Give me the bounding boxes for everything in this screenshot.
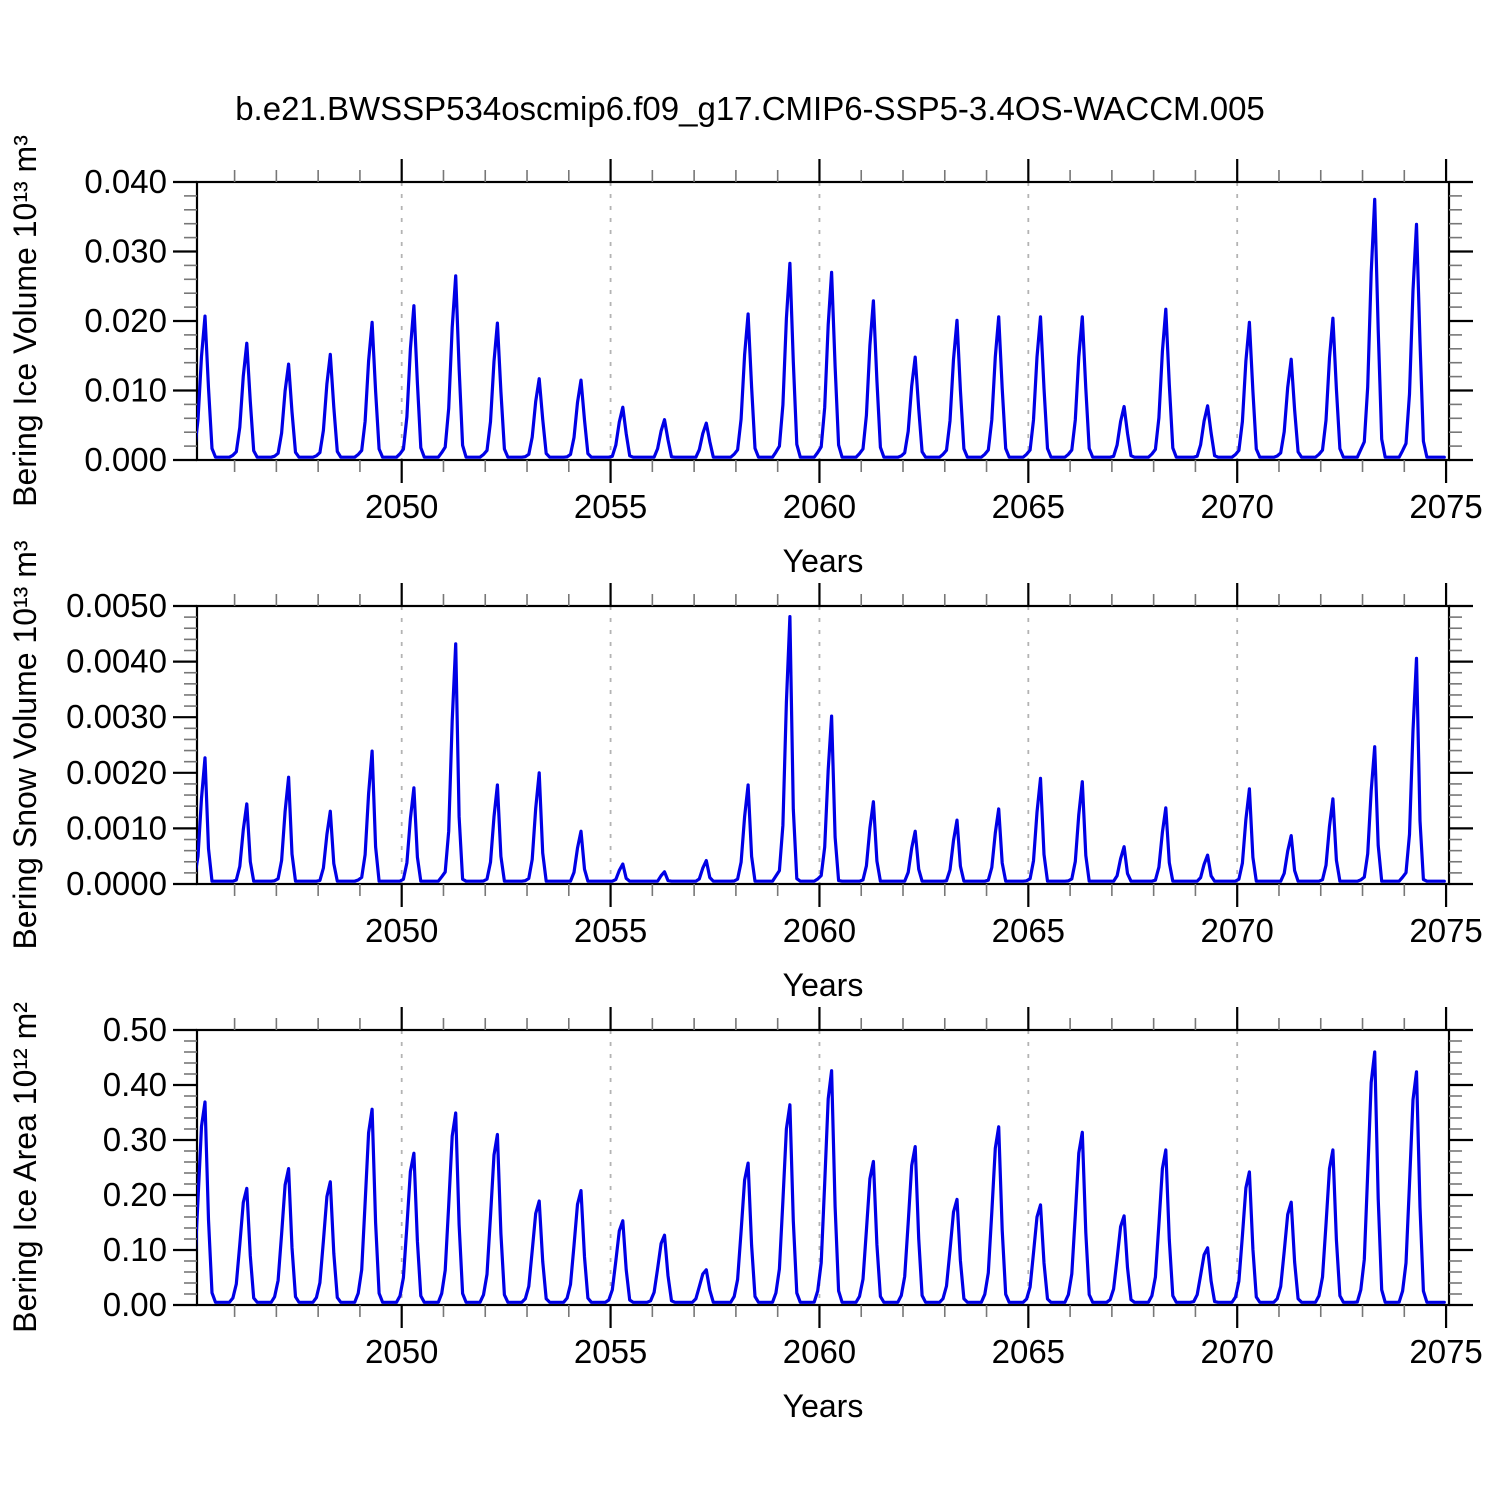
panel-2: 0.0000 0.0010 0.0020 0.0030 0.0040 0.0050 2050… xyxy=(7,540,1483,1003)
x-tick-label: 2050 xyxy=(365,912,438,949)
y-tick-label: 0.0020 xyxy=(66,754,167,791)
y-axis-title: Bering Ice Area 10¹² m² xyxy=(7,1002,43,1333)
x-tick-label: 2050 xyxy=(365,488,438,525)
x-tick-label: 2050 xyxy=(365,1333,438,1370)
y-tick-label: 0.0030 xyxy=(66,698,167,735)
y-tick-label: 0.30 xyxy=(103,1121,167,1158)
x-tick-label: 2060 xyxy=(783,912,856,949)
x-tick-label: 2065 xyxy=(992,1333,1065,1370)
y-tick-label: 0.030 xyxy=(84,233,167,270)
panel-1: 0.000 0.010 0.020 0.030 0.040 2050 2055 2060 206… xyxy=(7,135,1483,579)
x-tick-label: 2075 xyxy=(1409,488,1482,525)
y-tick-label: 0.040 xyxy=(84,163,167,200)
data-line-bering-ice-area xyxy=(197,1050,1446,1304)
x-tick-label: 2075 xyxy=(1409,912,1482,949)
data-line-bering-ice-volume xyxy=(197,197,1446,459)
x-tick-label: 2065 xyxy=(992,488,1065,525)
y-tick-label: 0.010 xyxy=(84,372,167,409)
x-tick-label: 2070 xyxy=(1200,1333,1273,1370)
x-tick-label: 2055 xyxy=(574,912,647,949)
y-tick-label: 0.20 xyxy=(103,1176,167,1213)
x-axis-title: Years xyxy=(783,1388,864,1424)
x-tick-label: 2055 xyxy=(574,488,647,525)
x-tick-label: 2060 xyxy=(783,488,856,525)
x-tick-label: 2070 xyxy=(1200,488,1273,525)
axis-frame xyxy=(195,1028,1451,1307)
x-tick-label: 2055 xyxy=(574,1333,647,1370)
chart-title: b.e21.BWSSP534oscmip6.f09_g17.CMIP6-SSP5… xyxy=(235,90,1265,127)
x-axis-title: Years xyxy=(783,543,864,579)
y-tick-label: 0.0000 xyxy=(66,865,167,902)
panel-3: 0.00 0.10 0.20 0.30 0.40 0.50 2050 2055 2060 2065… xyxy=(7,1002,1483,1424)
y-tick-label: 0.0050 xyxy=(66,587,167,624)
y-tick-label: 0.40 xyxy=(103,1066,167,1103)
y-tick-label: 0.020 xyxy=(84,302,167,339)
x-tick-label: 2070 xyxy=(1200,912,1273,949)
y-tick-label: 0.50 xyxy=(103,1011,167,1048)
y-axis-title: Bering Snow Volume 10¹³ m³ xyxy=(7,540,43,949)
y-tick-label: 0.0040 xyxy=(66,643,167,680)
data-line-bering-snow-volume xyxy=(197,614,1446,883)
y-tick-label: 0.00 xyxy=(103,1286,167,1323)
axis-frame xyxy=(195,604,1451,886)
y-axis-title: Bering Ice Volume 10¹³ m³ xyxy=(7,135,43,507)
x-axis-title: Years xyxy=(783,967,864,1003)
y-tick-label: 0.000 xyxy=(84,441,167,478)
y-tick-label: 0.10 xyxy=(103,1231,167,1268)
x-tick-label: 2060 xyxy=(783,1333,856,1370)
x-tick-label: 2075 xyxy=(1409,1333,1482,1370)
x-tick-label: 2065 xyxy=(992,912,1065,949)
y-tick-label: 0.0010 xyxy=(66,809,167,846)
